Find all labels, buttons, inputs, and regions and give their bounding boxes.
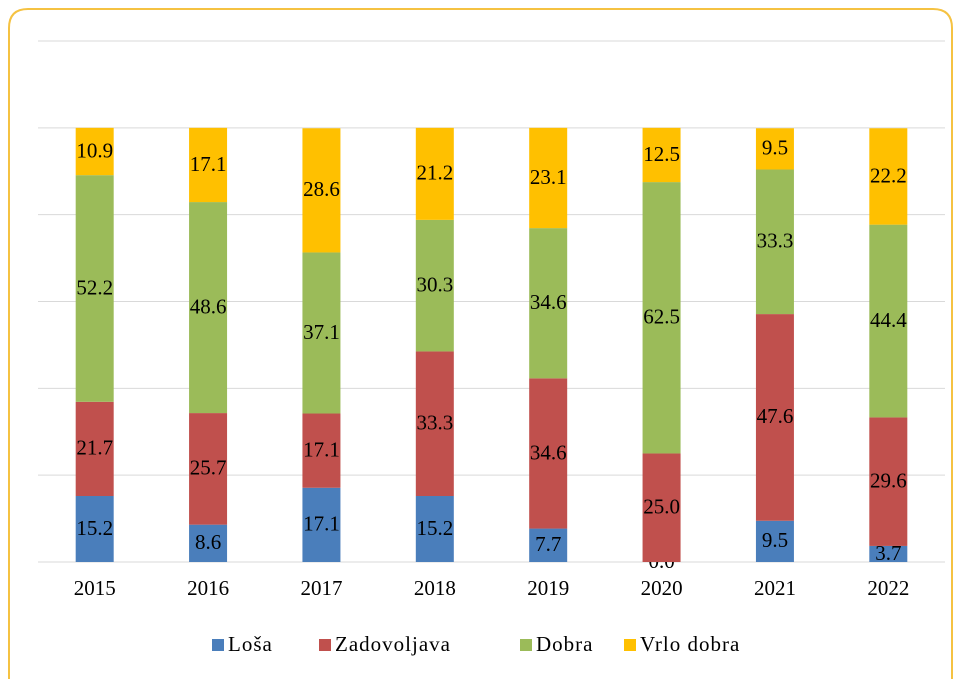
legend-label: Loša: [228, 632, 273, 656]
data-label: 10.9: [76, 138, 113, 162]
legend-swatch: [319, 639, 331, 651]
x-tick-label: 2021: [754, 576, 796, 600]
bar-segment: [75, 127, 114, 176]
x-tick-label: 2018: [414, 576, 456, 600]
bar-segment: [189, 413, 228, 525]
bar-segment: [869, 128, 908, 225]
data-label: 34.6: [530, 290, 567, 314]
data-label: 52.2: [76, 275, 113, 299]
data-label: 8.6: [195, 530, 221, 554]
bar-segment: [529, 127, 568, 229]
data-label: 15.2: [416, 516, 453, 540]
x-tick-label: 2019: [527, 576, 569, 600]
bar-segment: [415, 219, 454, 352]
data-label: 33.3: [757, 229, 794, 253]
data-label: 7.7: [535, 532, 561, 556]
data-label: 12.5: [643, 142, 680, 166]
legend-label: Vrlo dobra: [640, 632, 740, 656]
bar-segment: [302, 128, 341, 253]
bar-segment: [75, 401, 114, 497]
bar-segment: [755, 128, 794, 170]
bar-segment: [529, 528, 568, 562]
bar-segment: [75, 496, 114, 562]
bar-segment: [415, 351, 454, 497]
bar-segment: [75, 175, 114, 402]
data-label: 17.1: [190, 152, 227, 176]
data-label: 25.0: [643, 495, 680, 519]
bar-segment: [529, 378, 568, 529]
x-tick-label: 2015: [74, 576, 116, 600]
legend-label: Zadovoljava: [335, 632, 451, 656]
data-label: 47.6: [757, 404, 794, 428]
bar-segment: [302, 252, 341, 414]
data-label: 17.1: [303, 512, 340, 536]
data-label: 9.5: [762, 528, 788, 552]
bar-segment: [755, 520, 794, 562]
bar-segment: [302, 413, 341, 488]
bar-segment: [642, 182, 681, 454]
bar-segment: [189, 524, 228, 562]
data-label: 21.7: [76, 436, 113, 460]
data-label: 15.2: [76, 516, 113, 540]
bar-segment: [415, 127, 454, 220]
bar-segment: [869, 224, 908, 418]
data-label: 44.4: [870, 308, 907, 332]
legend-swatch: [212, 639, 224, 651]
data-label: 28.6: [303, 177, 340, 201]
legend-swatch: [520, 639, 532, 651]
bar-segment: [755, 169, 794, 315]
bar-segment: [869, 417, 908, 546]
data-label: 9.5: [762, 136, 788, 160]
bar-segment: [755, 314, 794, 521]
bar-segment: [642, 127, 681, 183]
data-label: 29.6: [870, 468, 907, 492]
bar-segment: [642, 453, 681, 562]
chart-border: [8, 8, 953, 679]
x-tick-label: 2022: [867, 576, 909, 600]
bar-segment: [869, 545, 908, 562]
bar-segment: [302, 487, 341, 562]
data-label: 22.2: [870, 163, 907, 187]
bar-segment: [189, 127, 228, 203]
data-label: 34.6: [530, 440, 567, 464]
bar-segment: [415, 496, 454, 562]
bar-segment: [189, 202, 228, 414]
data-label: 30.3: [416, 272, 453, 296]
x-tick-label: 2016: [187, 576, 229, 600]
legend-label: Dobra: [536, 632, 593, 656]
data-label: 62.5: [643, 305, 680, 329]
data-label: 33.3: [416, 411, 453, 435]
x-tick-label: 2020: [641, 576, 683, 600]
data-label: 21.2: [416, 161, 453, 185]
data-label: 25.7: [190, 456, 227, 480]
data-label: 37.1: [303, 320, 340, 344]
data-label: 23.1: [530, 165, 567, 189]
x-tick-label: 2017: [300, 576, 342, 600]
bar-segment: [529, 228, 568, 379]
data-label: 17.1: [303, 437, 340, 461]
data-label: 48.6: [190, 294, 227, 318]
legend-swatch: [624, 639, 636, 651]
